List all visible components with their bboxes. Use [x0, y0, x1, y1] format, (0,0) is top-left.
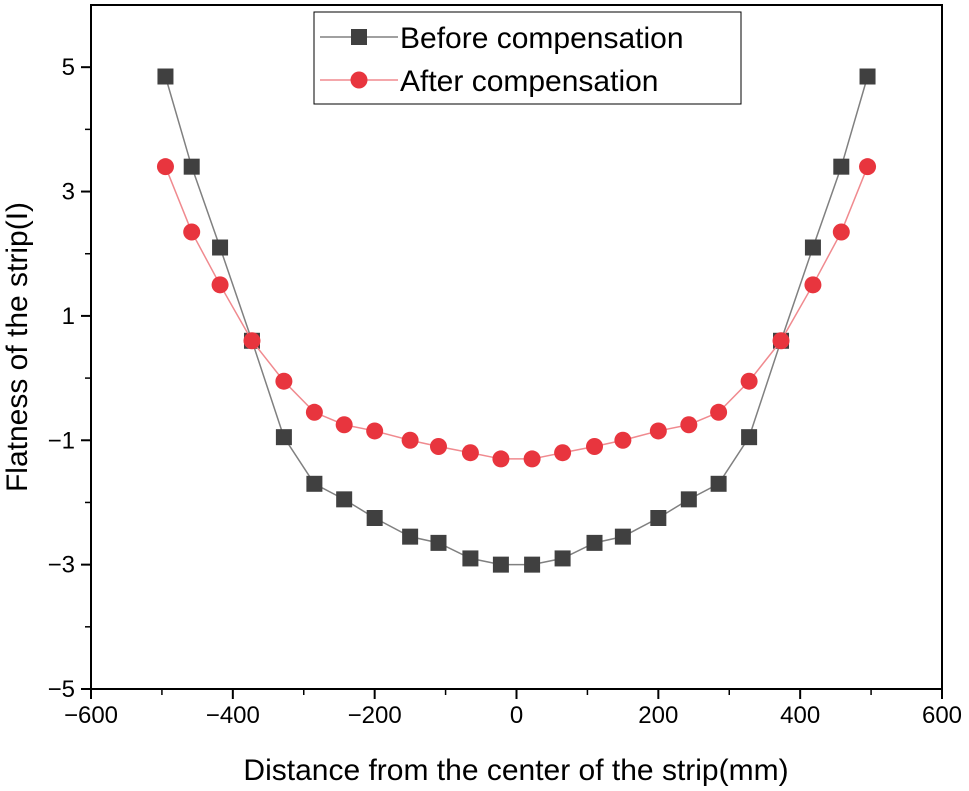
legend-label-after: After compensation — [400, 65, 658, 98]
y-tick-label: −3 — [48, 552, 75, 579]
data-point-before — [157, 68, 174, 85]
data-point-before — [183, 158, 200, 175]
data-point-before — [554, 550, 571, 567]
minor-ticks — [85, 128, 872, 695]
data-point-before — [524, 556, 541, 573]
data-point-after — [366, 422, 384, 440]
x-tick-label: −400 — [206, 702, 260, 729]
legend: Before compensation After compensation — [313, 11, 742, 105]
data-point-after — [275, 372, 293, 390]
data-point-before — [859, 68, 876, 85]
data-point-before — [614, 528, 631, 545]
data-point-after — [680, 416, 698, 434]
data-point-after — [305, 403, 323, 421]
legend-label-before: Before compensation — [400, 22, 684, 55]
data-point-before — [430, 534, 447, 551]
series-line-before — [164, 76, 869, 566]
y-tick-label: 5 — [62, 54, 75, 81]
data-point-after — [492, 450, 510, 468]
data-point-after — [804, 276, 822, 294]
data-point-after — [335, 416, 353, 434]
series-layer — [156, 68, 877, 573]
data-point-before — [366, 510, 383, 526]
data-point-before — [804, 239, 821, 256]
data-point-after — [401, 431, 419, 449]
x-tick-label: −600 — [64, 702, 118, 729]
y-axis-label: Flatness of the strip(I) — [1, 202, 34, 492]
data-point-after — [649, 422, 667, 440]
series-after — [156, 158, 877, 468]
data-point-before — [212, 239, 229, 256]
data-point-before — [741, 429, 758, 446]
data-point-before — [306, 475, 323, 492]
legend-marker-before — [351, 29, 367, 45]
data-point-after — [772, 332, 790, 350]
data-point-after — [614, 431, 632, 449]
x-tick-label: −200 — [348, 702, 402, 729]
data-point-after — [523, 450, 541, 468]
data-point-after — [243, 332, 261, 350]
legend-box — [313, 11, 742, 105]
y-axis-ticks: −5 −3 −1 1 3 5 — [48, 54, 91, 703]
legend-marker-after — [350, 71, 368, 89]
data-point-before — [650, 510, 667, 526]
x-tick-label: 600 — [922, 702, 962, 729]
data-point-before — [275, 429, 292, 446]
x-axis-label: Distance from the center of the strip(mm… — [243, 754, 788, 787]
data-point-after — [710, 403, 728, 421]
data-point-after — [211, 276, 229, 294]
y-tick-label: 3 — [62, 179, 75, 206]
data-point-after — [554, 444, 572, 462]
y-tick-label: −1 — [48, 427, 75, 454]
y-tick-label: −5 — [48, 676, 75, 703]
data-point-after — [586, 437, 604, 455]
y-tick-label: 1 — [62, 303, 75, 330]
data-point-before — [336, 491, 353, 508]
data-point-before — [680, 491, 697, 508]
series-line-after — [164, 166, 869, 460]
data-point-after — [156, 158, 174, 176]
data-point-after — [740, 372, 758, 390]
x-tick-label: 0 — [510, 702, 523, 729]
series-before — [157, 68, 876, 573]
data-point-before — [833, 158, 850, 175]
x-axis-ticks: −600 −400 −200 0 200 400 600 — [64, 689, 962, 729]
x-tick-label: 200 — [638, 702, 678, 729]
data-point-after — [461, 444, 479, 462]
plot-border — [90, 4, 943, 690]
data-point-after — [832, 223, 850, 241]
data-point-before — [492, 556, 509, 573]
x-tick-label: 400 — [780, 702, 820, 729]
data-point-before — [462, 550, 479, 567]
data-point-after — [859, 158, 877, 176]
data-point-after — [429, 437, 447, 455]
data-point-after — [183, 223, 201, 241]
data-point-before — [710, 475, 727, 492]
plot-area — [90, 4, 943, 690]
data-point-before — [402, 528, 419, 545]
data-point-before — [586, 534, 603, 551]
